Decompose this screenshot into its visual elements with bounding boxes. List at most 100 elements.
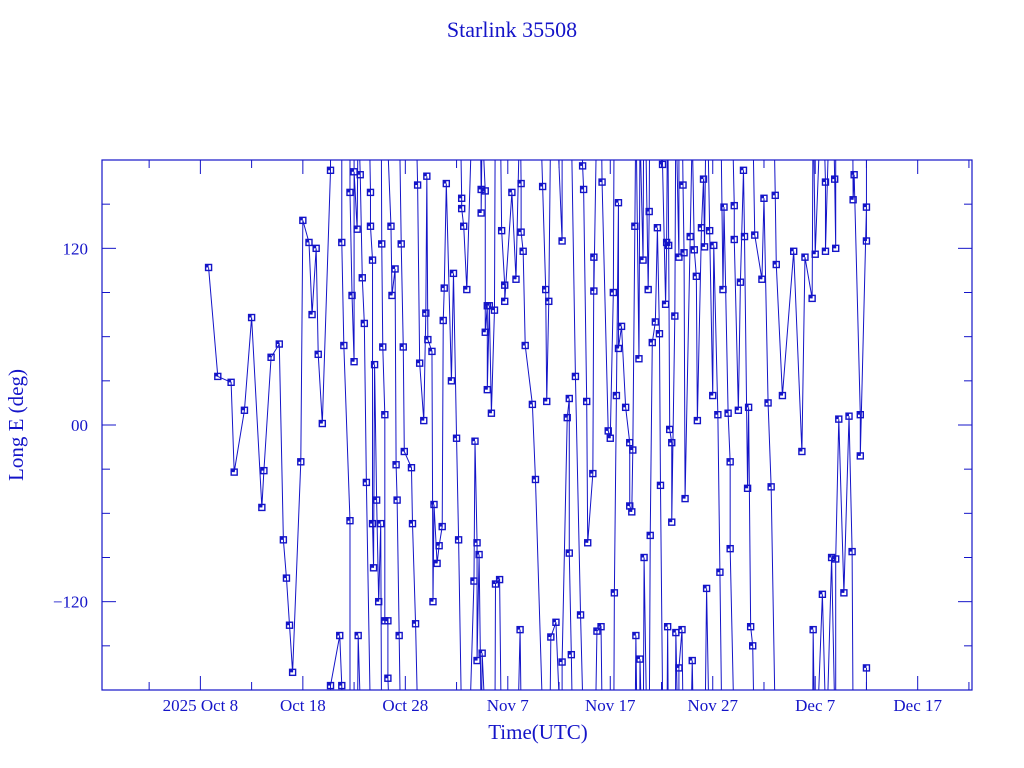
x-tick-label: Dec 17 (893, 696, 942, 715)
data-point-marker-fill (340, 342, 344, 346)
data-point-marker-fill (463, 286, 467, 290)
data-point-marker-fill (228, 379, 232, 383)
data-point-marker-fill (727, 458, 731, 462)
data-point-marker-fill (522, 342, 526, 346)
data-point-marker-fill (359, 274, 363, 278)
data-point-marker-fill (482, 329, 486, 333)
data-point-marker-fill (662, 301, 666, 305)
data-point-marker-fill (700, 176, 704, 180)
data-point-marker-fill (381, 617, 385, 621)
data-point-marker-fill (749, 642, 753, 646)
data-point-marker-fill (532, 476, 536, 480)
data-point-marker-fill (434, 560, 438, 564)
data-point-marker-fill (656, 330, 660, 334)
data-point-marker-fill (351, 358, 355, 362)
data-point-marker-fill (205, 264, 209, 268)
data-point-marker-fill (286, 622, 290, 626)
data-point-marker-fill (810, 626, 814, 630)
data-point-marker-fill (377, 520, 381, 524)
data-point-marker-fill (714, 411, 718, 415)
data-point-marker-fill (496, 576, 500, 580)
data-point-marker-fill (367, 223, 371, 227)
data-point-marker-fill (547, 634, 551, 637)
data-point-marker-fill (394, 497, 398, 501)
data-point-marker-fill (450, 270, 454, 274)
data-point-marker-fill (313, 245, 317, 249)
data-point-marker-fill (474, 657, 478, 661)
data-point-marker-fill (482, 187, 486, 191)
data-point-marker-fill (393, 461, 397, 465)
data-point-marker-fill (618, 323, 622, 327)
data-point-marker-fill (436, 542, 440, 546)
data-point-marker-fill (258, 504, 262, 508)
data-point-marker-fill (835, 416, 839, 420)
y-tick-label: 120 (63, 239, 89, 258)
data-point-marker-fill (863, 237, 867, 241)
data-point-marker-fill (518, 180, 522, 184)
data-point-marker-fill (773, 261, 777, 265)
data-point-marker-fill (611, 589, 615, 593)
data-point-marker-fill (671, 313, 675, 317)
data-point-marker-fill (338, 239, 342, 243)
data-point-marker-fill (283, 575, 287, 579)
data-point-marker-fill (431, 501, 435, 505)
data-point-marker-fill (758, 276, 762, 280)
data-point-marker-fill (590, 254, 594, 258)
data-point-marker-fill (361, 320, 365, 324)
data-point-marker-fill (260, 467, 264, 471)
data-point-marker-fill (248, 314, 252, 318)
data-point-marker-fill (698, 224, 702, 228)
data-point-marker-fill (632, 632, 636, 636)
data-point-marker-fill (408, 464, 412, 468)
data-point-marker-fill (424, 336, 428, 340)
data-point-marker-fill (737, 279, 741, 283)
data-point-marker-fill (680, 182, 684, 186)
data-point-marker-fill (649, 339, 653, 343)
data-point-marker-fill (429, 598, 433, 602)
data-point-marker-fill (605, 427, 609, 431)
data-point-marker-fill (747, 623, 751, 627)
data-point-marker-fill (657, 482, 661, 486)
data-point-marker-fill (849, 548, 853, 552)
data-point-marker-fill (400, 343, 404, 347)
data-point-marker-fill (607, 435, 611, 439)
data-point-marker-fill (851, 171, 855, 175)
data-point-marker-fill (492, 581, 496, 584)
data-point-marker-fill (640, 257, 644, 261)
data-point-marker-fill (682, 495, 686, 499)
data-point-marker-fill (474, 539, 478, 543)
data-point-marker-fill (517, 626, 521, 630)
data-point-marker-fill (491, 307, 495, 311)
data-point-marker-fill (297, 458, 301, 462)
data-point-marker-fill (367, 189, 371, 193)
data-point-marker-fill (652, 318, 656, 322)
data-point-marker-fill (740, 167, 744, 171)
data-point-marker-fill (453, 435, 457, 439)
data-point-marker-fill (666, 426, 670, 430)
data-point-marker-fill (703, 585, 707, 589)
data-point-marker-fill (375, 598, 379, 602)
data-point-marker-fill (566, 395, 570, 399)
data-point-marker-fill (681, 249, 685, 253)
data-point-marker (545, 297, 553, 306)
data-point-marker-fill (744, 485, 748, 489)
data-point-marker-fill (772, 192, 776, 196)
data-point-marker-fill (840, 589, 844, 593)
data-point-marker-fill (819, 591, 823, 595)
data-point-marker-fill (822, 179, 826, 183)
data-point-marker-fill (349, 292, 353, 296)
data-point-marker-fill (389, 292, 392, 296)
data-point-marker-fill (422, 310, 426, 314)
data-point-marker-fill (593, 628, 597, 632)
data-point-marker-fill (760, 195, 764, 199)
data-point-marker-fill (768, 483, 772, 487)
data-point-marker-fill (289, 669, 293, 673)
x-axis-title: Time(UTC) (488, 720, 588, 744)
data-point-marker-fill (542, 286, 546, 290)
data-point-marker-fill (765, 399, 769, 403)
data-point-marker-fill (626, 439, 630, 443)
data-point-marker-fill (529, 401, 533, 405)
data-point-marker-fill (610, 289, 614, 293)
data-point-marker-fill (832, 245, 836, 249)
data-point-marker-fill (675, 664, 679, 668)
